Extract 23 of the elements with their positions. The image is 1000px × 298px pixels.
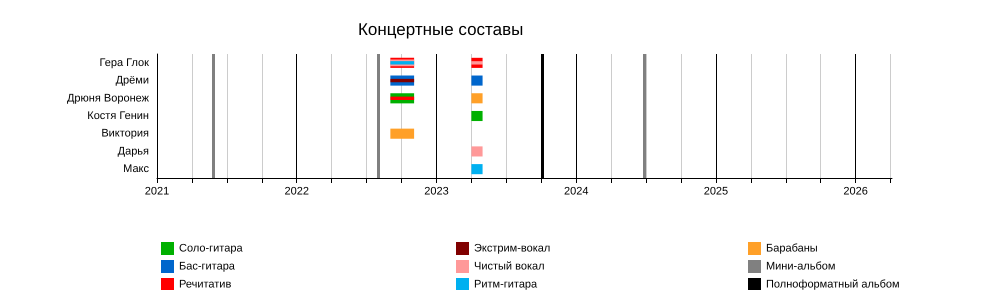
legend-label: Чистый вокал (474, 260, 545, 272)
y-tick-label: Дарья (118, 145, 150, 158)
x-tick-label: 2022 (284, 186, 309, 198)
legend-label: Экстрим-вокал (474, 242, 550, 254)
legend-label: Полноформатный альбом (766, 278, 900, 290)
y-tick-label: Дрюня Воронеж (66, 92, 150, 104)
chart-title: Концертные составы (358, 20, 524, 39)
y-tick-label: Дрёми (116, 74, 149, 87)
legend-label: Барабаны (766, 242, 818, 254)
y-tick-label: Гера Глок (100, 56, 150, 69)
x-tick-label: 2025 (704, 186, 728, 198)
legend-label: Ритм-гитара (474, 278, 538, 290)
x-tick-label: 2021 (144, 186, 170, 198)
legend-label: Бас-гитара (179, 260, 236, 272)
legend-label: Речитатив (179, 278, 232, 290)
legend-label: Соло-гитара (179, 242, 244, 254)
x-tick-label: 2023 (424, 186, 449, 198)
y-tick-label: Виктория (101, 128, 150, 140)
y-tick-label: Костя Генин (87, 110, 149, 122)
y-tick-label: Макс (123, 163, 150, 176)
legend-label: Мини-альбом (766, 260, 836, 272)
x-tick-label: 2024 (564, 186, 588, 198)
x-tick-label: 2026 (843, 186, 868, 198)
